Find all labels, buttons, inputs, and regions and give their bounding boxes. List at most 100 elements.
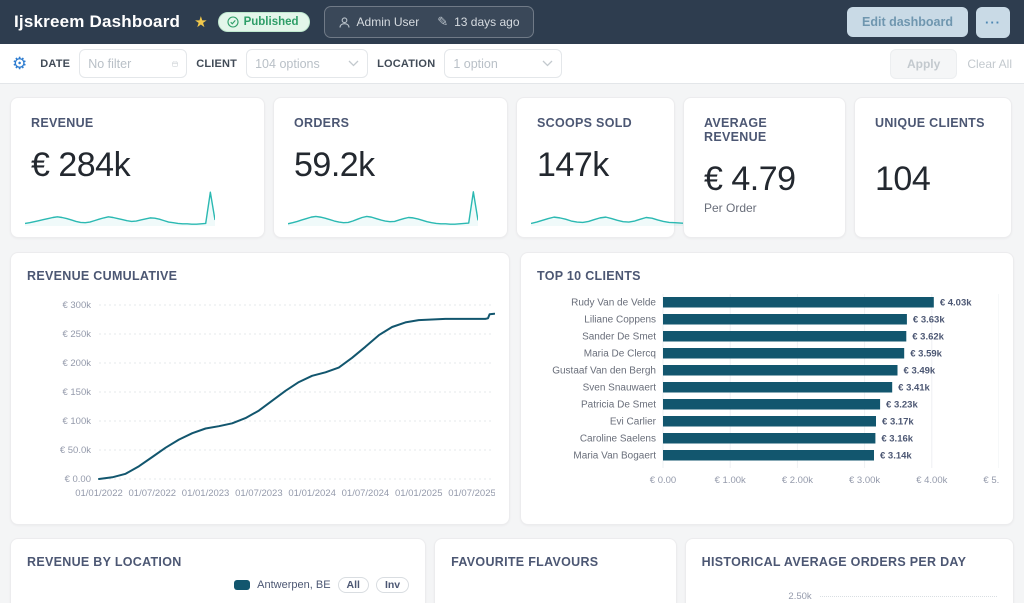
owner-label: Admin User — [357, 15, 420, 29]
apply-button[interactable]: Apply — [890, 49, 957, 79]
last-edited-label: 13 days ago — [454, 15, 519, 29]
y-tick-label: € 150k — [62, 387, 91, 398]
x-tick-label: 01/07/2025 — [448, 488, 495, 499]
date-filter-input[interactable] — [79, 49, 187, 78]
kpi-title: REVENUE — [31, 116, 244, 130]
y-tick-label: € 100k — [62, 416, 91, 427]
kpi-title: UNIQUE CLIENTS — [875, 116, 991, 130]
orders-sparkline — [288, 189, 478, 227]
last-edited-button[interactable]: ✎ 13 days ago — [428, 9, 528, 35]
client-name-label: Evi Carlier — [610, 417, 657, 428]
y-tick-label: € 200k — [62, 358, 91, 369]
top-clients-card: TOP 10 CLIENTS € 0.00€ 1.00k€ 2.00k€ 3.0… — [520, 252, 1014, 525]
revenue-cumulative-chart[interactable]: € 0.00€ 50.0k€ 100k€ 150k€ 200k€ 250k€ 3… — [27, 291, 495, 513]
client-bar[interactable] — [663, 314, 907, 325]
client-bar[interactable] — [663, 399, 880, 410]
x-tick-label: € 5.00k — [983, 475, 999, 486]
dashboard-content: REVENUE € 284k ORDERS 59.2k SCOOPS SOLD … — [0, 84, 1024, 603]
bar-value-label: € 3.16k — [881, 434, 913, 445]
client-bar[interactable] — [663, 331, 906, 342]
client-name-label: Patricia De Smet — [581, 400, 656, 411]
location-filter-select[interactable]: 1 option — [444, 49, 562, 78]
x-tick-label: 01/07/2022 — [129, 488, 177, 499]
published-label: Published — [244, 16, 299, 28]
location-filter-value: 1 option — [453, 57, 497, 71]
kpi-value: 59.2k — [294, 146, 487, 185]
published-badge: Published — [218, 12, 310, 32]
calendar-icon — [172, 58, 178, 70]
toggle-inv-button[interactable]: Inv — [376, 577, 409, 593]
y-tick-label: € 0.00 — [65, 474, 91, 485]
kpi-card-orders[interactable]: ORDERS 59.2k — [273, 97, 508, 238]
bar-value-label: € 3.23k — [886, 400, 918, 411]
charts-row: REVENUE CUMULATIVE € 0.00€ 50.0k€ 100k€ … — [10, 252, 1014, 525]
kpi-value: € 284k — [31, 146, 244, 185]
client-bar[interactable] — [663, 450, 874, 461]
check-circle-icon — [227, 16, 239, 28]
bottom-row: REVENUE BY LOCATION Antwerpen, BE All In… — [10, 538, 1014, 603]
owner-button[interactable]: Admin User — [329, 10, 429, 34]
bar-value-label: € 3.59k — [910, 349, 942, 360]
navbar: Ijskreem Dashboard ★ Published Admin Use… — [0, 0, 1024, 44]
revenue-sparkline — [25, 189, 215, 227]
y-tick-label: € 250k — [62, 329, 91, 340]
chevron-down-icon — [348, 60, 359, 67]
chevron-down-icon — [542, 60, 553, 67]
x-tick-label: 01/01/2023 — [182, 488, 230, 499]
bar-value-label: € 3.41k — [898, 383, 930, 394]
client-bar[interactable] — [663, 382, 892, 393]
person-icon — [338, 16, 351, 29]
x-tick-label: 01/07/2023 — [235, 488, 283, 499]
chart-title: REVENUE CUMULATIVE — [27, 269, 493, 283]
revenue-by-location-card: REVENUE BY LOCATION Antwerpen, BE All In… — [10, 538, 426, 603]
edit-dashboard-button[interactable]: Edit dashboard — [847, 7, 968, 37]
client-bar[interactable] — [663, 297, 934, 308]
client-name-label: Caroline Saelens — [580, 434, 656, 445]
client-bar[interactable] — [663, 433, 875, 444]
kpi-title: SCOOPS SOLD — [537, 116, 654, 130]
kpi-card-average-revenue[interactable]: AVERAGE REVENUE € 4.79 Per Order — [683, 97, 846, 238]
dashboard-meta-group: Admin User ✎ 13 days ago — [324, 6, 534, 38]
toggle-all-button[interactable]: All — [338, 577, 369, 593]
kpi-subtitle: Per Order — [704, 201, 825, 215]
date-filter-value[interactable] — [88, 57, 166, 71]
kpi-card-unique-clients[interactable]: UNIQUE CLIENTS 104 — [854, 97, 1012, 238]
x-tick-label: € 3.00k — [849, 475, 880, 486]
client-filter-label: CLIENT — [196, 58, 237, 70]
gear-icon[interactable]: ⚙ — [12, 55, 27, 72]
chart-legend: Antwerpen, BE All Inv — [27, 577, 409, 593]
bar-value-label: € 4.03k — [940, 298, 972, 309]
chart-title: FAVOURITE FLAVOURS — [451, 555, 660, 569]
y-tick-label: 2.50k — [702, 591, 812, 602]
x-tick-label: 01/01/2025 — [395, 488, 443, 499]
x-tick-label: 01/07/2024 — [342, 488, 390, 499]
pencil-icon: ✎ — [437, 14, 448, 30]
kpi-card-revenue[interactable]: REVENUE € 284k — [10, 97, 265, 238]
client-name-label: Maria Van Bogaert — [573, 451, 656, 462]
favorite-star-icon[interactable]: ★ — [194, 13, 207, 31]
client-name-label: Sven Snauwaert — [583, 383, 657, 394]
more-options-button[interactable]: ··· — [976, 7, 1010, 38]
client-filter-select[interactable]: 104 options — [246, 49, 368, 78]
client-name-label: Sander De Smet — [582, 332, 656, 343]
clear-all-link[interactable]: Clear All — [967, 57, 1012, 71]
top-clients-chart[interactable]: € 0.00€ 1.00k€ 2.00k€ 3.00k€ 4.00k€ 5.00… — [537, 291, 999, 503]
kpi-card-scoops-sold[interactable]: SCOOPS SOLD 147k — [516, 97, 675, 238]
y-tick-label: € 300k — [62, 300, 91, 311]
kpi-value: 147k — [537, 146, 654, 185]
client-bar[interactable] — [663, 348, 904, 359]
y-axis-gridline: 2.50k — [702, 591, 997, 602]
legend-label: Antwerpen, BE — [257, 579, 330, 591]
chart-title: HISTORICAL AVERAGE ORDERS PER DAY — [702, 555, 997, 569]
location-filter-label: LOCATION — [377, 58, 435, 70]
client-name-label: Gustaaf Van den Bergh — [552, 366, 656, 377]
client-bar[interactable] — [663, 365, 898, 376]
bar-value-label: € 3.62k — [912, 332, 944, 343]
page-title: Ijskreem Dashboard — [14, 12, 180, 32]
bar-value-label: € 3.49k — [904, 366, 936, 377]
revenue-cumulative-card: REVENUE CUMULATIVE € 0.00€ 50.0k€ 100k€ … — [10, 252, 510, 525]
bar-value-label: € 3.63k — [913, 315, 945, 326]
revenue-cumulative-line[interactable] — [99, 314, 494, 479]
filter-bar: ⚙ DATE CLIENT 104 options LOCATION 1 opt… — [0, 44, 1024, 84]
client-bar[interactable] — [663, 416, 876, 427]
